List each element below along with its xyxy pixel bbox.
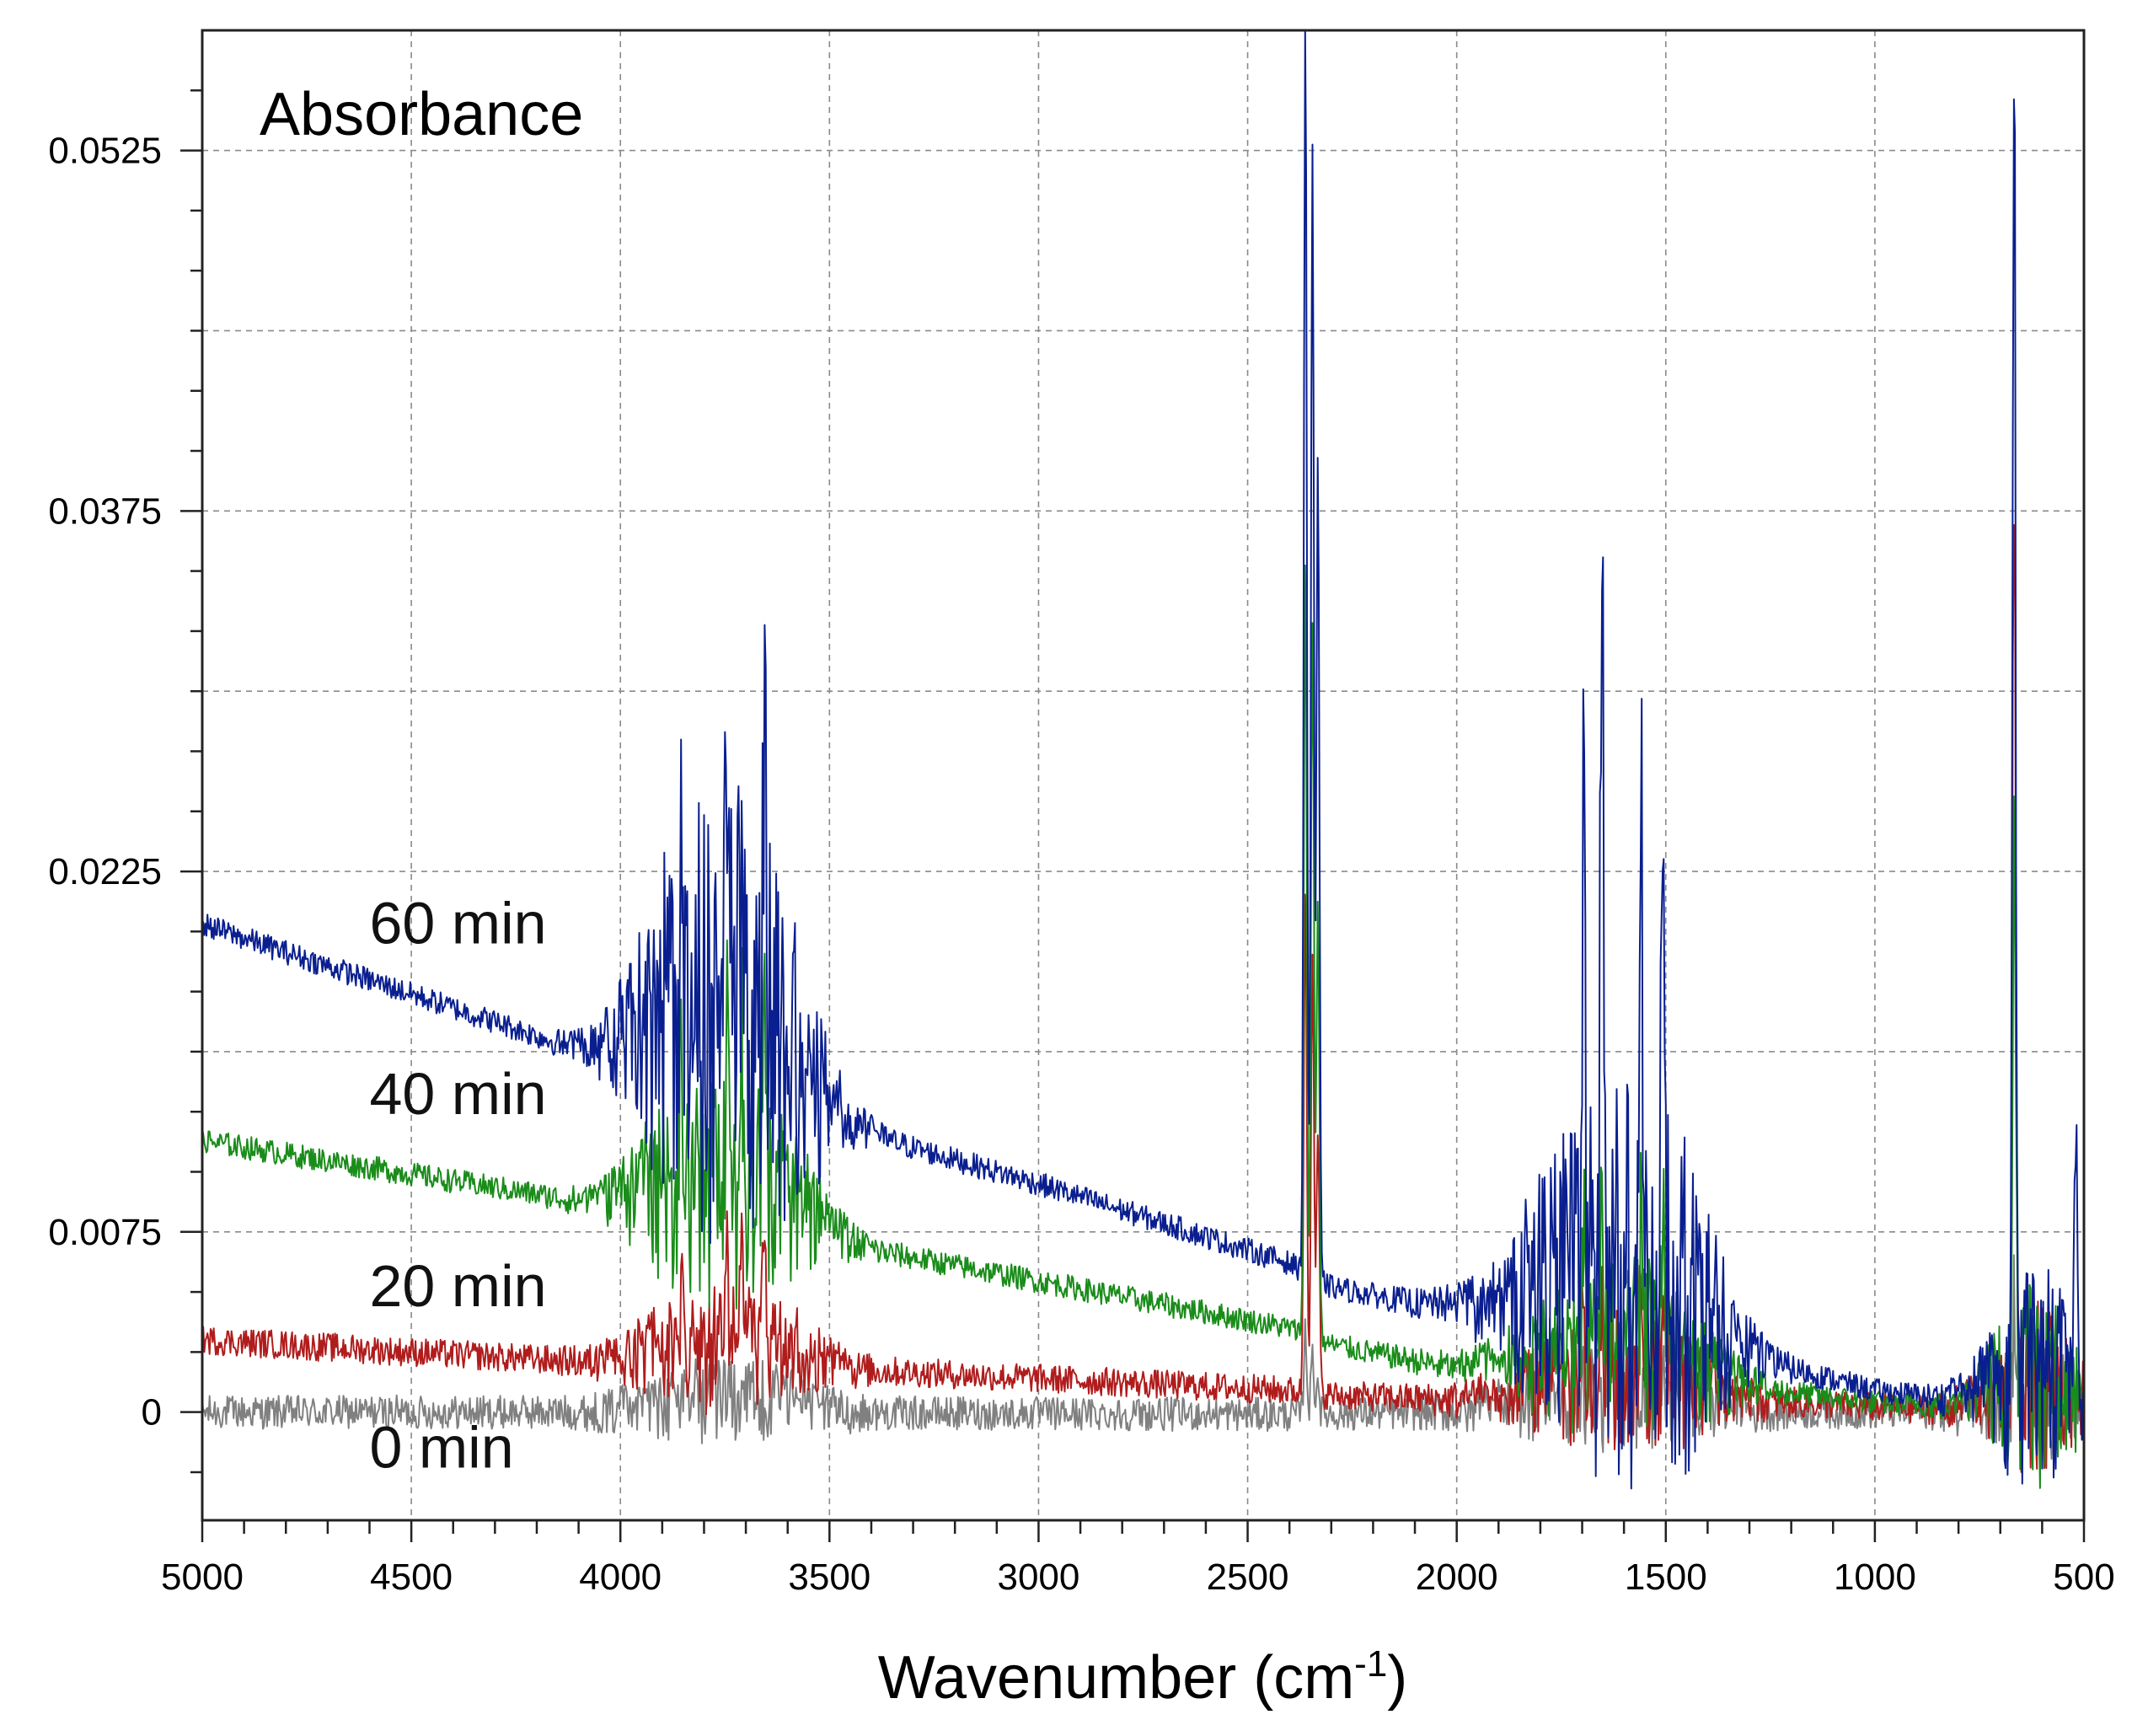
series-labels: 0 min 20 min 40 min 60 min [369,891,546,1481]
series-label-60-min: 60 min [369,891,546,956]
series-line-40-min [201,564,2085,1489]
x-axis-title: Wavenumber (cm-1) [878,1643,1408,1712]
x-tick-label: 1500 [1625,1557,1707,1598]
x-tick-label: 3500 [788,1557,870,1598]
x-tick-label: 5000 [161,1557,244,1598]
x-tick-label: 4000 [579,1557,662,1598]
ticks [180,89,2086,1542]
tick-labels: 5000 4500 4000 3500 3000 2500 2000 1500 1000 5000… [48,131,2114,1598]
y-axis-title: Absorbance [260,81,583,148]
x-tick-label: 2000 [1416,1557,1498,1598]
series-line-60-min [201,29,2085,1490]
x-axis-title-close: ) [1387,1644,1407,1712]
x-tick-label: 4500 [370,1557,453,1598]
y-tick-label: 0.0525 [48,131,162,172]
x-axis-title-sup: -1 [1354,1643,1387,1685]
x-axis-title-main: Wavenumber (cm [878,1644,1354,1712]
y-tick-label: 0 [142,1392,162,1433]
x-tick-label: 1000 [1834,1557,1916,1598]
y-tick-label: 0.0225 [48,851,162,892]
x-tick-label: 3000 [997,1557,1079,1598]
series-layer [201,29,2085,1490]
series-line-0-min [201,1254,2085,1460]
x-tick-label: 2500 [1207,1557,1289,1598]
series-label-20-min: 20 min [369,1253,546,1319]
y-tick-label: 0.0375 [48,490,162,532]
series-label-40-min: 40 min [369,1061,546,1127]
x-tick-label: 500 [2053,1557,2114,1598]
series-label-0-min: 0 min [369,1414,513,1480]
plot-frame [201,29,2086,1522]
y-tick-label: 0.0075 [48,1212,162,1253]
